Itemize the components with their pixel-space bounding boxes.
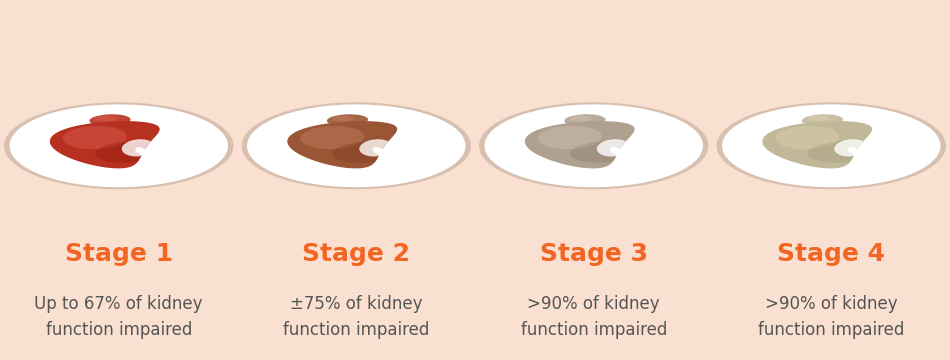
Circle shape: [716, 102, 946, 189]
FancyArrowPatch shape: [379, 150, 403, 176]
Ellipse shape: [775, 126, 840, 149]
Polygon shape: [287, 121, 397, 168]
Ellipse shape: [834, 139, 867, 157]
Text: >90% of kidney
function impaired: >90% of kidney function impaired: [521, 294, 667, 339]
Circle shape: [241, 102, 471, 189]
FancyArrowPatch shape: [617, 150, 640, 176]
Polygon shape: [762, 121, 872, 168]
Circle shape: [10, 104, 228, 187]
Ellipse shape: [332, 141, 402, 163]
Circle shape: [247, 104, 466, 187]
Ellipse shape: [95, 115, 117, 122]
Text: ±75% of kidney
function impaired: ±75% of kidney function impaired: [283, 294, 429, 339]
Ellipse shape: [538, 126, 602, 149]
Ellipse shape: [802, 114, 843, 126]
FancyArrowPatch shape: [139, 150, 162, 176]
Ellipse shape: [597, 139, 630, 157]
Circle shape: [4, 102, 234, 189]
Ellipse shape: [95, 141, 164, 163]
Circle shape: [484, 104, 703, 187]
Ellipse shape: [359, 139, 392, 157]
Polygon shape: [49, 121, 160, 168]
Ellipse shape: [570, 115, 592, 122]
Ellipse shape: [564, 114, 605, 126]
FancyArrowPatch shape: [376, 150, 400, 176]
Polygon shape: [524, 121, 635, 168]
Ellipse shape: [327, 114, 368, 126]
Ellipse shape: [122, 139, 155, 157]
FancyArrowPatch shape: [854, 150, 878, 176]
Text: Up to 67% of kidney
function impaired: Up to 67% of kidney function impaired: [34, 294, 203, 339]
Ellipse shape: [570, 141, 639, 163]
Ellipse shape: [332, 115, 354, 122]
Ellipse shape: [300, 126, 365, 149]
Text: Stage 4: Stage 4: [777, 242, 885, 266]
Ellipse shape: [63, 126, 127, 149]
Ellipse shape: [808, 115, 829, 122]
FancyArrowPatch shape: [614, 150, 637, 176]
Ellipse shape: [808, 141, 877, 163]
Text: Stage 1: Stage 1: [65, 242, 173, 266]
Circle shape: [479, 102, 709, 189]
Circle shape: [722, 104, 940, 187]
FancyArrowPatch shape: [142, 150, 165, 176]
Text: >90% of kidney
function impaired: >90% of kidney function impaired: [758, 294, 904, 339]
Text: Stage 3: Stage 3: [540, 242, 648, 266]
Text: Stage 2: Stage 2: [302, 242, 410, 266]
FancyArrowPatch shape: [851, 150, 875, 176]
Ellipse shape: [89, 114, 130, 126]
